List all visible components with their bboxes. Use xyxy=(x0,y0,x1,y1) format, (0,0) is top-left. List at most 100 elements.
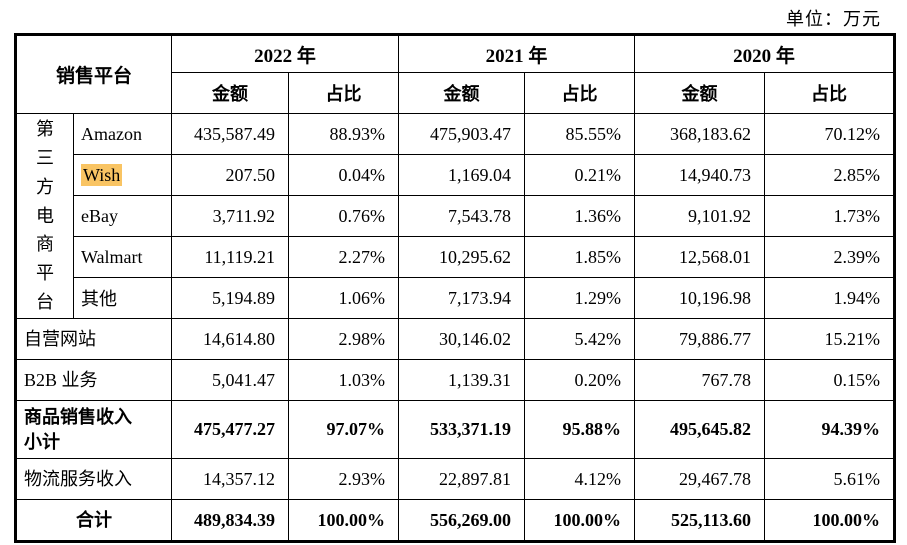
amount-cell: 10,295.62 xyxy=(398,236,525,278)
row-label-cell: 物流服务收入 xyxy=(15,458,172,500)
header-year-2021: 2021 年 xyxy=(398,34,635,73)
amount-cell: 14,357.12 xyxy=(171,458,289,500)
amount-cell: 556,269.00 xyxy=(398,499,525,542)
header-year-2020: 2020 年 xyxy=(634,34,895,73)
amount-cell: 495,645.82 xyxy=(634,400,765,459)
table-row: 物流服务收入 14,357.12 2.93% 22,897.81 4.12% 29,467… xyxy=(15,458,895,500)
ratio-cell: 5.61% xyxy=(764,458,895,500)
header-measure-row: 金额 占比 金额 占比 金额 占比 xyxy=(16,72,895,114)
amount-cell: 533,371.19 xyxy=(398,400,525,459)
amount-cell: 1,139.31 xyxy=(398,359,525,401)
ratio-cell: 0.21% xyxy=(524,154,635,196)
table-body: 第三方电商平台 Amazon 435,587.49 88.93% 475,903.47 8… xyxy=(15,113,895,542)
ratio-cell: 2.85% xyxy=(764,154,895,196)
ratio-cell: 2.93% xyxy=(288,458,399,500)
table-header: 销售平台 2022 年 2021 年 2020 年 金额 占比 金额 占比 金额… xyxy=(15,34,895,114)
ratio-cell: 0.20% xyxy=(524,359,635,401)
row-label-cell: B2B 业务 xyxy=(15,359,172,401)
platform-name: 其他 xyxy=(81,289,117,309)
ratio-cell: 2.27% xyxy=(288,236,399,278)
amount-cell: 368,183.62 xyxy=(634,113,765,155)
ratio-cell: 88.93% xyxy=(288,113,399,155)
header-amount-2020: 金额 xyxy=(634,72,765,114)
amount-cell: 9,101.92 xyxy=(634,195,765,237)
ratio-cell: 1.29% xyxy=(524,277,635,319)
ratio-cell: 15.21% xyxy=(764,318,895,360)
amount-cell: 30,146.02 xyxy=(398,318,525,360)
header-year-2022: 2022 年 xyxy=(171,34,399,73)
third-party-group-vertical-label: 第三方电商平台 xyxy=(36,119,54,312)
amount-cell: 525,113.60 xyxy=(634,499,765,542)
amount-cell: 22,897.81 xyxy=(398,458,525,500)
table-row: 其他 5,194.89 1.06% 7,173.94 1.29% 10,196.98 1.9… xyxy=(16,277,895,319)
amount-cell: 7,543.78 xyxy=(398,195,525,237)
ratio-cell: 94.39% xyxy=(764,400,895,459)
ratio-cell: 85.55% xyxy=(524,113,635,155)
ratio-cell: 70.12% xyxy=(764,113,895,155)
unit-label: 单位：万元 xyxy=(786,9,881,29)
row-label-cell: 商品销售收入 小计 xyxy=(15,400,172,459)
amount-cell: 475,477.27 xyxy=(171,400,289,459)
header-ratio-2022: 占比 xyxy=(288,72,399,114)
ratio-cell: 1.73% xyxy=(764,195,895,237)
header-ratio-2021: 占比 xyxy=(524,72,635,114)
header-year-row: 销售平台 2022 年 2021 年 2020 年 xyxy=(15,34,895,114)
table-row: eBay 3,711.92 0.76% 7,543.78 1.36% 9,101.92 1.… xyxy=(16,195,895,237)
amount-cell: 475,903.47 xyxy=(398,113,525,155)
platform-name-cell: Walmart xyxy=(73,236,172,278)
amount-cell: 11,119.21 xyxy=(171,236,289,278)
header-amount-2022: 金额 xyxy=(171,72,289,114)
amount-cell: 3,711.92 xyxy=(171,195,289,237)
header-ratio-2020: 占比 xyxy=(764,72,895,114)
row-label-cell: 合计 xyxy=(15,499,172,542)
amount-cell: 767.78 xyxy=(634,359,765,401)
third-party-group-cell: 第三方电商平台 xyxy=(15,113,74,319)
platform-name-cell: Wish xyxy=(73,154,172,196)
ratio-cell: 95.88% xyxy=(524,400,635,459)
amount-cell: 12,568.01 xyxy=(634,236,765,278)
amount-cell: 5,194.89 xyxy=(171,277,289,319)
ratio-cell: 97.07% xyxy=(288,400,399,459)
amount-cell: 10,196.98 xyxy=(634,277,765,319)
amount-cell: 14,614.80 xyxy=(171,318,289,360)
ratio-cell: 0.04% xyxy=(288,154,399,196)
header-platform-label: 销售平台 xyxy=(15,34,172,114)
table-row: 商品销售收入 小计 475,477.27 97.07% 533,371.19 95.88… xyxy=(15,400,895,459)
amount-cell: 7,173.94 xyxy=(398,277,525,319)
ratio-cell: 1.85% xyxy=(524,236,635,278)
ratio-cell: 1.06% xyxy=(288,277,399,319)
amount-cell: 489,834.39 xyxy=(171,499,289,542)
ratio-cell: 2.98% xyxy=(288,318,399,360)
sales-platform-table: 销售平台 2022 年 2021 年 2020 年 金额 占比 金额 占比 金额… xyxy=(14,33,896,543)
ratio-cell: 5.42% xyxy=(524,318,635,360)
header-amount-2021: 金额 xyxy=(398,72,525,114)
amount-cell: 207.50 xyxy=(171,154,289,196)
table-row: Wish 207.50 0.04% 1,169.04 0.21% 14,940.73 2.8… xyxy=(16,154,895,196)
platform-name: Amazon xyxy=(81,123,142,144)
amount-cell: 14,940.73 xyxy=(634,154,765,196)
ratio-cell: 0.76% xyxy=(288,195,399,237)
platform-name: Walmart xyxy=(81,246,143,267)
ratio-cell: 1.03% xyxy=(288,359,399,401)
ratio-cell: 0.15% xyxy=(764,359,895,401)
platform-name-cell: eBay xyxy=(73,195,172,237)
ratio-cell: 4.12% xyxy=(524,458,635,500)
platform-name: eBay xyxy=(81,205,118,226)
amount-cell: 435,587.49 xyxy=(171,113,289,155)
amount-cell: 79,886.77 xyxy=(634,318,765,360)
table-row: 第三方电商平台 Amazon 435,587.49 88.93% 475,903.47 8… xyxy=(15,113,895,319)
ratio-cell: 1.94% xyxy=(764,277,895,319)
platform-name-cell: Amazon xyxy=(73,113,172,155)
table-row: Walmart 11,119.21 2.27% 10,295.62 1.85% 12,56… xyxy=(16,236,895,278)
amount-cell: 1,169.04 xyxy=(398,154,525,196)
ratio-cell: 1.36% xyxy=(524,195,635,237)
platform-name-highlighted: Wish xyxy=(81,163,123,186)
table-row: 合计 489,834.39 100.00% 556,269.00 100.00% 525,… xyxy=(15,499,895,542)
ratio-cell: 100.00% xyxy=(288,499,399,542)
amount-cell: 5,041.47 xyxy=(171,359,289,401)
ratio-cell: 100.00% xyxy=(524,499,635,542)
table-row: 自营网站 14,614.80 2.98% 30,146.02 5.42% 79,886.7… xyxy=(15,318,895,360)
ratio-cell: 2.39% xyxy=(764,236,895,278)
table-row: B2B 业务 5,041.47 1.03% 1,139.31 0.20% 767.78 0.… xyxy=(15,359,895,401)
